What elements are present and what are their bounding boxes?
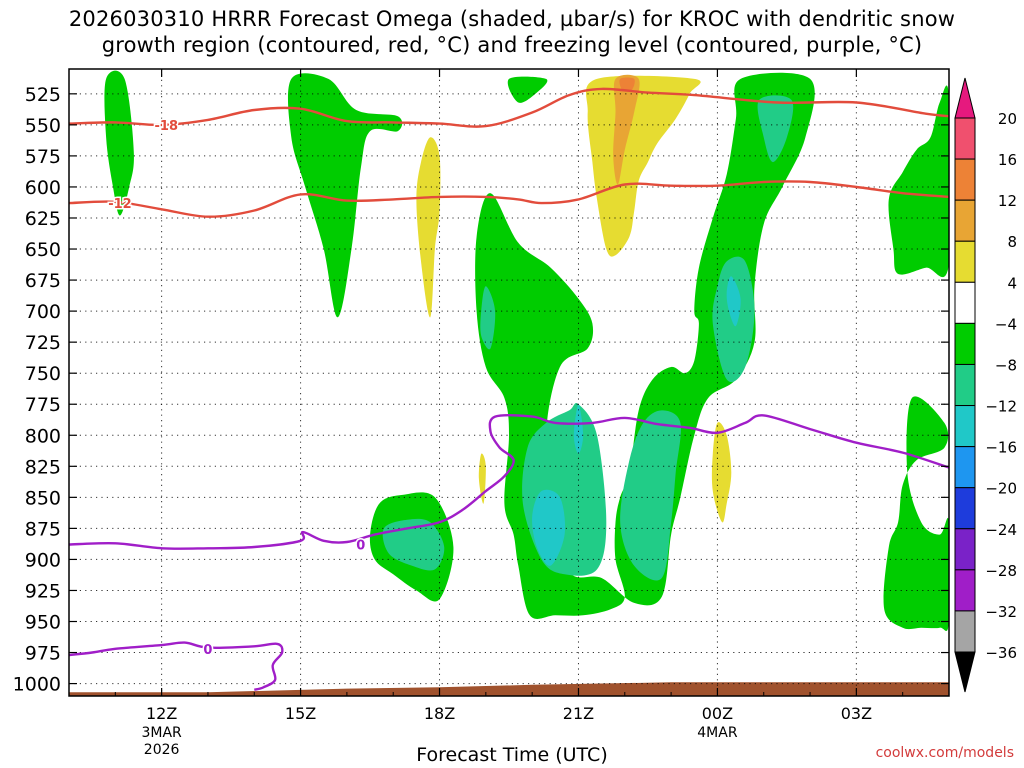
colorbar-bin-3 bbox=[954, 240, 976, 283]
y-tick-label-800: 800 bbox=[25, 425, 61, 447]
contour-label-dgz-minus-18: -18 bbox=[155, 119, 179, 134]
colorbar-label--24: −24 bbox=[985, 521, 1017, 539]
omega-region-14 bbox=[573, 404, 584, 454]
y-axis: 525 550 575 600 625 650 675 700 725 750 775 800 825 8… bbox=[13, 84, 949, 696]
colorbar-bin-11 bbox=[954, 569, 976, 612]
colorbar-label--32: −32 bbox=[985, 603, 1017, 621]
contour-freezing-upper bbox=[69, 414, 949, 550]
omega-region-16 bbox=[585, 75, 701, 257]
y-tick-label-525: 525 bbox=[25, 84, 61, 106]
y-tick-label-625: 625 bbox=[25, 208, 61, 230]
terrain-surface bbox=[69, 682, 949, 696]
x-tick-sublabel-2026: 2026 bbox=[144, 742, 180, 758]
contour-dgz-minus-18 bbox=[69, 87, 949, 128]
y-tick-label-700: 700 bbox=[25, 301, 61, 323]
colorbar: 20 16 12 8 4 −4 −8 −12 −16 −20 −24 −28 −32 −36 bbox=[954, 77, 1017, 693]
colorbar-top-arrow bbox=[954, 77, 976, 119]
omega-region-0 bbox=[104, 70, 134, 216]
contour-label-freezing-upper: 0 bbox=[356, 539, 365, 554]
colorbar-label--28: −28 bbox=[985, 562, 1017, 580]
colorbar-bottom-arrow bbox=[954, 651, 976, 693]
omega-region-11 bbox=[382, 518, 445, 571]
colorbar-label--8: −8 bbox=[995, 356, 1017, 374]
y-tick-label-725: 725 bbox=[25, 332, 61, 354]
x-tick-label-15Z: 15Z bbox=[285, 704, 316, 723]
colorbar-bin-10 bbox=[954, 528, 976, 571]
contour-label-dgz-minus-12: -12 bbox=[108, 197, 132, 212]
colorbar-label--12: −12 bbox=[985, 398, 1017, 416]
colorbar-bin-1 bbox=[954, 158, 976, 201]
colorbar-label-16: 16 bbox=[998, 151, 1017, 169]
omega-region-13 bbox=[726, 276, 741, 327]
contour-freezing-lower bbox=[69, 641, 284, 691]
y-tick-label-950: 950 bbox=[25, 612, 61, 634]
omega-region-2 bbox=[507, 76, 548, 103]
colorbar-bin-8 bbox=[954, 446, 976, 489]
x-tick-label-12Z: 12Z bbox=[146, 704, 177, 723]
colorbar-bin-0 bbox=[954, 117, 976, 160]
omega-shading bbox=[104, 70, 949, 631]
y-tick-label-1000: 1000 bbox=[13, 674, 61, 696]
x-tick-label-18Z: 18Z bbox=[424, 704, 455, 723]
grid-lines bbox=[69, 69, 949, 696]
terrain-fill bbox=[69, 682, 949, 696]
y-tick-label-825: 825 bbox=[25, 456, 61, 478]
colorbar-bin-2 bbox=[954, 199, 976, 242]
contour-label-freezing-lower: 0 bbox=[203, 643, 212, 658]
x-tick-label-00Z: 00Z bbox=[702, 704, 733, 723]
omega-region-3 bbox=[475, 72, 815, 619]
credit-link[interactable]: coolwx.com/models bbox=[875, 745, 1014, 761]
y-tick-label-925: 925 bbox=[25, 580, 61, 602]
y-tick-label-575: 575 bbox=[25, 146, 61, 168]
colorbar-bin-5 bbox=[954, 322, 976, 365]
omega-region-7 bbox=[757, 95, 794, 163]
omega-region-9 bbox=[620, 410, 681, 581]
plot-frame bbox=[68, 68, 950, 697]
y-tick-label-975: 975 bbox=[25, 643, 61, 665]
y-tick-label-900: 900 bbox=[25, 549, 61, 571]
omega-region-5 bbox=[888, 85, 949, 278]
omega-region-18 bbox=[619, 77, 635, 92]
colorbar-bin-4 bbox=[954, 281, 976, 324]
y-tick-label-650: 650 bbox=[25, 239, 61, 261]
omega-region-6 bbox=[883, 396, 949, 631]
colorbar-bin-12 bbox=[954, 610, 976, 653]
omega-region-15 bbox=[532, 489, 566, 566]
omega-region-12 bbox=[480, 286, 496, 350]
x-axis-label: Forecast Time (UTC) bbox=[416, 744, 608, 766]
x-tick-label-03Z: 03Z bbox=[841, 704, 872, 723]
y-tick-label-600: 600 bbox=[25, 177, 61, 199]
colorbar-label-4: 4 bbox=[1007, 274, 1017, 292]
colorbar-bin-6 bbox=[954, 363, 976, 407]
colorbar-label--16: −16 bbox=[985, 439, 1017, 457]
y-tick-label-750: 750 bbox=[25, 363, 61, 385]
y-tick-label-875: 875 bbox=[25, 518, 61, 540]
omega-region-19 bbox=[416, 137, 441, 318]
x-tick-label-21Z: 21Z bbox=[563, 704, 594, 723]
x-tick-sublabel-4MAR: 4MAR bbox=[697, 725, 738, 741]
colorbar-label-20: 20 bbox=[998, 110, 1017, 128]
contour-dgz-minus-12 bbox=[69, 180, 949, 218]
colorbar-label-12: 12 bbox=[998, 192, 1017, 210]
omega-region-17 bbox=[613, 74, 640, 185]
colorbar-label--36: −36 bbox=[985, 644, 1017, 662]
colorbar-label--20: −20 bbox=[985, 480, 1017, 498]
omega-region-1 bbox=[287, 73, 403, 318]
omega-region-20 bbox=[711, 422, 732, 523]
y-tick-label-675: 675 bbox=[25, 270, 61, 292]
contour-lines: -18 -12 0 0 bbox=[69, 87, 949, 691]
y-tick-label-775: 775 bbox=[25, 394, 61, 416]
colorbar-label--4: −4 bbox=[995, 315, 1017, 333]
y-tick-label-850: 850 bbox=[25, 487, 61, 509]
colorbar-bin-9 bbox=[954, 487, 976, 530]
y-tick-label-550: 550 bbox=[25, 115, 61, 137]
chart-title: 2026030310 HRRR Forecast Omega (shaded, … bbox=[68, 7, 956, 57]
colorbar-bin-7 bbox=[954, 405, 976, 448]
colorbar-label-8: 8 bbox=[1007, 233, 1017, 251]
x-tick-sublabel-3MAR: 3MAR bbox=[141, 725, 182, 741]
